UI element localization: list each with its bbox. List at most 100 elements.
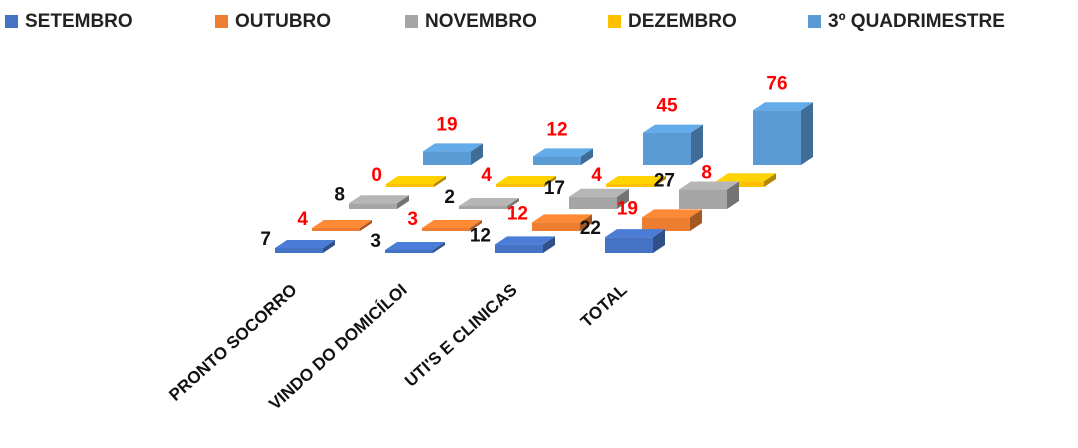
bar-top [349,195,409,204]
bar-top [495,236,555,245]
data-label: 27 [654,171,675,192]
bar-3d [496,176,556,187]
bar [569,196,617,209]
data-label: 8 [334,184,345,205]
bar-3d [716,173,776,187]
bar [385,250,433,253]
data-label: 12 [507,203,528,224]
bar [312,228,360,231]
bar-side [470,220,482,231]
bar-3d [423,143,483,165]
bar-3d [349,195,409,209]
bar [496,184,544,187]
bar-top [716,173,776,182]
data-label: 76 [766,73,787,94]
bar-side [323,239,335,253]
bar-side [764,173,776,187]
bar-3d [643,124,703,165]
bar [459,206,507,209]
data-label: 12 [546,119,567,140]
bar [423,151,471,165]
bar-side [433,242,445,253]
data-label: 3 [370,231,381,252]
bar-side [801,102,813,165]
legend-label: SETEMBRO [25,11,133,32]
bar-top [533,148,593,157]
bar [605,237,653,253]
legend-swatch [5,15,18,28]
bar [642,217,690,231]
data-label: 45 [656,96,678,117]
bar-side [544,176,556,187]
bar [275,247,323,253]
bar [679,189,727,209]
bar [753,110,801,165]
bar-side [507,198,519,209]
legend-swatch [215,15,228,28]
legend-swatch [405,15,418,28]
bar [606,184,654,187]
bar-3d [459,198,519,209]
bar-side [690,209,702,231]
bar-side [691,124,703,165]
bar-side [581,148,593,165]
legend-label: DEZEMBRO [628,11,737,32]
bar-top [386,176,446,184]
bar-side [471,143,483,165]
x-tick-label: UTI'S E CLINICAS [401,280,521,390]
bar-3d [386,176,446,187]
bar-top [532,214,592,223]
data-label: 19 [617,198,638,219]
bar [533,156,581,165]
data-label: 4 [591,165,602,186]
bar [386,184,434,187]
bar-side [397,195,409,209]
data-label: 0 [371,165,382,186]
legend-label: 3º QUADRIMESTRE [828,11,1005,32]
bar-3d [753,102,813,165]
bar-top [275,239,335,248]
bar-top [312,220,372,228]
bar-side [543,236,555,253]
data-label: 2 [444,187,455,208]
legend-label: NOVEMBRO [425,11,537,32]
bar-top [423,143,483,152]
bar-side [653,229,665,253]
legend-swatch [808,15,821,28]
bar-3d [385,242,445,253]
bar-3d [605,229,665,253]
bar-side [617,188,629,209]
data-label: 22 [580,218,601,239]
bar-top [606,176,666,184]
bar-3d [422,220,482,231]
data-label: 19 [436,114,457,135]
data-label: 4 [297,209,308,230]
bar-3d [606,176,666,187]
bar-3d [679,181,739,209]
bar-top [605,229,665,238]
bar-top [569,188,629,197]
data-label: 4 [481,165,492,186]
bar-side [727,181,739,209]
bar-side [580,214,592,231]
bar-side [654,176,666,187]
bar-top [459,198,519,206]
bar-top [385,242,445,250]
bar-top [496,176,556,184]
bar-top [642,209,702,218]
bar [495,244,543,253]
legend-label: OUTUBRO [235,11,331,32]
bar-side [360,220,372,231]
bar-top [422,220,482,228]
data-label: 7 [260,229,271,250]
bar [716,181,764,187]
bar-top [679,181,739,190]
bar [643,132,691,165]
x-tick-label: TOTAL [577,280,631,331]
data-label: 3 [407,209,418,230]
bar-top [643,124,703,133]
bar [422,228,470,231]
bar-3d [533,148,593,165]
data-label: 8 [701,162,712,183]
bar-3d [312,220,372,231]
